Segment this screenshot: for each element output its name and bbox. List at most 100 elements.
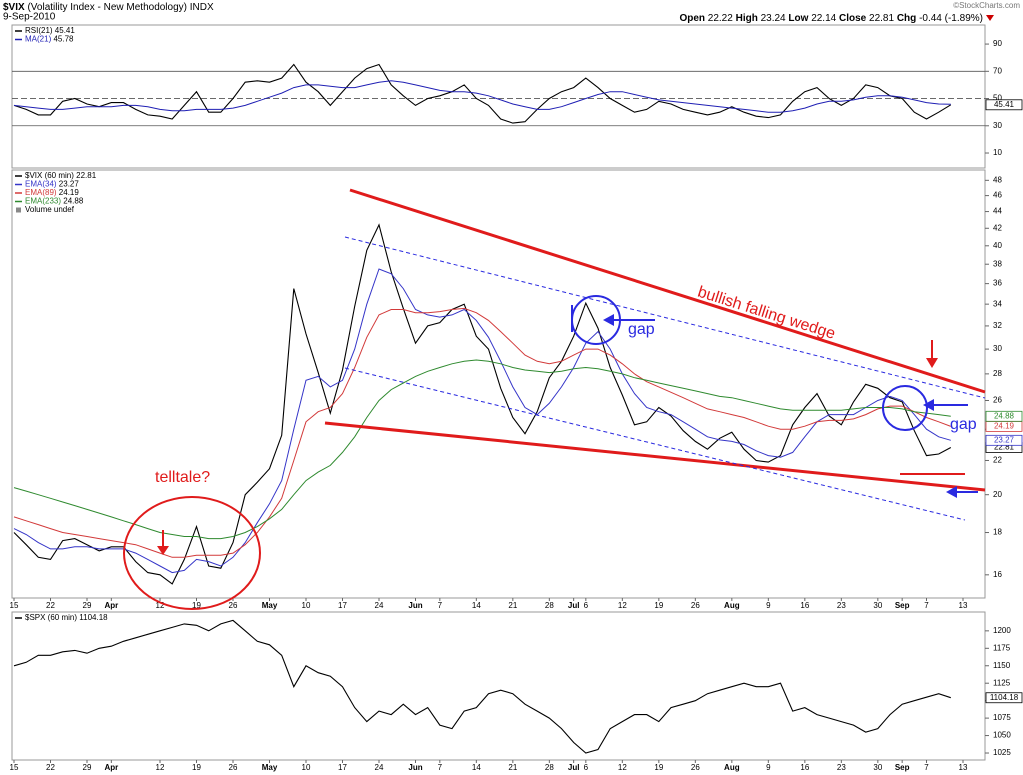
y-tick-label: 1175 xyxy=(993,643,1011,652)
channel-lower xyxy=(344,367,966,521)
x-tick-label: Aug xyxy=(724,763,740,772)
legend-entry: $SPX (60 min) 1104.18 xyxy=(25,613,108,622)
index-name: (Volatility Index - New Methodology) xyxy=(27,2,187,13)
y-tick-label: 46 xyxy=(993,191,1002,200)
legend-entry: EMA(233) 24.88 xyxy=(25,197,84,206)
x-tick-label: Apr xyxy=(104,601,118,610)
series-line xyxy=(13,80,951,113)
x-tick-label: 9 xyxy=(766,763,771,772)
legend-name: EMA(89) xyxy=(25,188,57,197)
gap-label: gap xyxy=(950,416,977,433)
wedge-upper xyxy=(349,188,986,394)
y-tick-label: 1050 xyxy=(993,731,1011,740)
header-title: $VIX (Volatility Index - New Methodology… xyxy=(3,2,214,13)
arrow-head xyxy=(926,358,938,368)
x-tick-label: Aug xyxy=(724,601,740,610)
x-tick-label: 7 xyxy=(438,601,443,610)
arrow-head xyxy=(157,546,169,555)
x-tick-label: 23 xyxy=(837,601,846,610)
x-tick-label: 26 xyxy=(691,763,700,772)
y-tick-label: 26 xyxy=(993,396,1002,405)
legend-note: Volume undef xyxy=(25,205,75,214)
x-tick-label: 19 xyxy=(654,601,663,610)
legend-entry: MA(21) 45.78 xyxy=(25,35,74,44)
y-tick-label: 42 xyxy=(993,223,1002,232)
down-triangle xyxy=(986,15,994,21)
y-tick-label: 34 xyxy=(993,299,1002,308)
x-tick-label: 17 xyxy=(338,763,347,772)
y-tick-label: 50 xyxy=(993,94,1002,103)
x-tick-label: 7 xyxy=(924,763,929,772)
x-tick-label: 29 xyxy=(83,601,92,610)
legend-entry: RSI(21) 45.41 xyxy=(25,26,75,35)
x-tick-label: 19 xyxy=(654,763,663,772)
x-tick-label: Jul xyxy=(568,601,580,610)
series-line xyxy=(13,619,951,754)
series-line xyxy=(13,63,952,124)
wedge-lower xyxy=(324,421,986,492)
y-tick-label: 32 xyxy=(993,321,1002,330)
y-tick-label: 70 xyxy=(993,66,1002,75)
gap-circle xyxy=(882,385,928,431)
x-tick-label: 22 xyxy=(46,601,55,610)
x-tick-label: May xyxy=(262,601,278,610)
y-tick-label: 16 xyxy=(993,570,1002,579)
x-tick-label: 21 xyxy=(508,601,517,610)
series-line xyxy=(13,307,951,558)
last-value-label: 45.41 xyxy=(994,100,1015,109)
y-tick-label: 1125 xyxy=(993,678,1011,687)
x-tick-label: Apr xyxy=(104,763,118,772)
x-tick-label: Sep xyxy=(895,763,910,772)
x-tick-label: 12 xyxy=(156,763,165,772)
arrow-head xyxy=(603,314,614,326)
quote-name: Chg xyxy=(897,13,916,24)
x-tick-label: Jun xyxy=(408,763,422,772)
last-value-label: 23.27 xyxy=(994,435,1015,444)
symbol: $VIX xyxy=(3,2,25,13)
legend-value: 1104.18 xyxy=(79,613,108,622)
x-tick-label: 6 xyxy=(584,763,589,772)
x-tick-label: 29 xyxy=(83,763,92,772)
y-tick-label: 30 xyxy=(993,121,1002,130)
y-tick-label: 1200 xyxy=(993,626,1011,635)
x-tick-label: 12 xyxy=(156,601,165,610)
quote-name: Open xyxy=(679,13,705,24)
x-tick-label: 6 xyxy=(584,601,589,610)
quote-name: Close xyxy=(839,13,867,24)
legend-entry: EMA(89) 24.19 xyxy=(25,188,79,197)
x-tick-label: 14 xyxy=(472,763,481,772)
x-tick-label: 13 xyxy=(959,763,968,772)
series-line xyxy=(13,268,951,574)
panel-frame xyxy=(11,24,986,169)
y-tick-label: 1025 xyxy=(993,748,1011,757)
series-line xyxy=(13,223,952,585)
last-value-box xyxy=(985,99,1023,111)
x-tick-label: Jul xyxy=(568,763,580,772)
last-value-label: 24.19 xyxy=(994,422,1015,431)
x-tick-label: 26 xyxy=(229,763,238,772)
x-tick-label: 9 xyxy=(766,601,771,610)
y-tick-label: 90 xyxy=(993,39,1002,48)
y-tick-label: 28 xyxy=(993,369,1002,378)
x-tick-label: 19 xyxy=(192,763,201,772)
gap-label: gap xyxy=(628,321,655,338)
legend-entry: EMA(34) 23.27 xyxy=(25,180,79,189)
legend-name: $SPX (60 min) xyxy=(25,613,77,622)
y-tick-label: 40 xyxy=(993,241,1002,250)
x-tick-label: 22 xyxy=(46,763,55,772)
last-value-box xyxy=(985,434,1023,446)
x-tick-label: 19 xyxy=(192,601,201,610)
y-tick-label: 10 xyxy=(993,148,1002,157)
x-tick-label: 26 xyxy=(229,601,238,610)
legend-name: EMA(34) xyxy=(25,180,57,189)
quote-value: 22.14 xyxy=(811,13,836,24)
y-tick-label: 44 xyxy=(993,207,1002,216)
x-tick-label: 12 xyxy=(618,601,627,610)
y-tick-label: 36 xyxy=(993,279,1002,288)
legend-value: 24.19 xyxy=(59,188,80,197)
legend-name: $VIX (60 min) xyxy=(25,171,74,180)
x-tick-label: 14 xyxy=(472,601,481,610)
x-tick-label: 16 xyxy=(800,763,809,772)
legend-value: 45.41 xyxy=(55,26,76,35)
